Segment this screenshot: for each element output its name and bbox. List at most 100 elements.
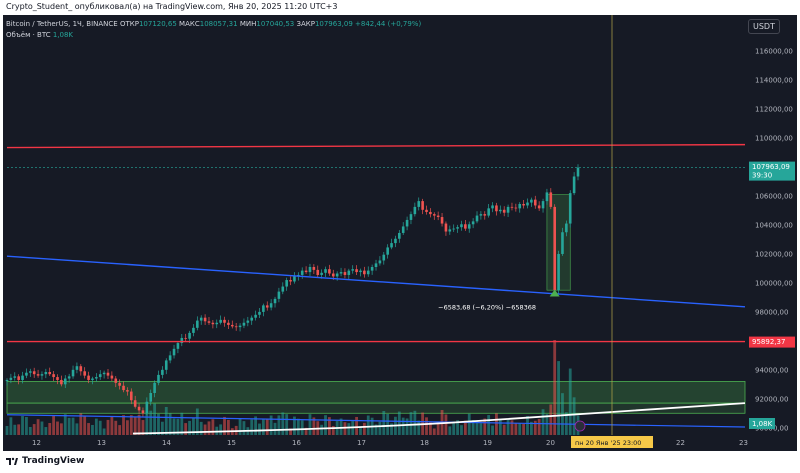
candle-body (510, 206, 514, 208)
candle-body (83, 371, 86, 376)
candle-body (234, 326, 238, 328)
volume-bar (522, 423, 526, 435)
candle-body (211, 322, 215, 325)
crosshair-date-label: пн 20 Янв '25 23:00 (575, 439, 641, 447)
volume-bar (133, 416, 137, 435)
legend-low-label: МИН (239, 20, 257, 28)
candle-body (122, 385, 125, 391)
candle-body (188, 332, 191, 339)
footer-brand: TradingView (6, 456, 84, 466)
volume-bar (460, 425, 463, 435)
candle-body (530, 199, 533, 203)
volume-bar (17, 424, 21, 435)
candle-body (328, 269, 331, 274)
candle-body (52, 374, 55, 378)
candle-body (161, 369, 164, 375)
candle-body (568, 193, 572, 224)
candle-body (495, 205, 498, 212)
volume-bar (355, 416, 358, 435)
candle-body (250, 317, 254, 321)
candle-body (398, 232, 401, 239)
volume-bar (141, 420, 145, 435)
lightning-icon (574, 420, 586, 432)
candle-body (71, 369, 75, 377)
candle-body (153, 382, 156, 393)
volume-bar (436, 422, 440, 435)
candle-body (40, 374, 44, 376)
candle-body (374, 263, 378, 267)
candle-body (75, 366, 79, 370)
volume-bar (374, 424, 378, 435)
volume-label-box (749, 418, 775, 429)
candle-body (440, 217, 444, 224)
volume-bar (285, 414, 289, 435)
candle-body (405, 219, 409, 227)
tradingview-logo-icon (6, 457, 18, 465)
y-tick-label: 104000,00 (755, 222, 793, 230)
legend-volume: Объём · BTC 1,08K (6, 31, 73, 39)
candle-body (215, 322, 219, 325)
legend-symbol: Bitcoin / TetherUS, 1Ч, BINANCE (6, 20, 118, 28)
candle-body (180, 337, 184, 344)
measure-label: −6583,68 (−6,20%) −658368 (438, 304, 536, 312)
volume-bar (28, 426, 32, 435)
candle-body (448, 229, 452, 232)
volume-bar (52, 416, 56, 435)
green-zone-lower (6, 402, 746, 414)
candle-body (13, 376, 17, 378)
candle-body (390, 243, 393, 248)
last-price-box (749, 161, 795, 181)
legend-ohlc: Bitcoin / TetherUS, 1Ч, BINANCE ОТКР1071… (6, 20, 421, 28)
volume-bar (40, 421, 44, 435)
volume-bar (413, 410, 417, 435)
candle-body (289, 280, 292, 282)
candle-body (499, 209, 502, 212)
volume-bar (238, 418, 242, 435)
volume-bar (467, 413, 471, 435)
legend-change: +842,44 (+0,79%) (355, 20, 422, 28)
volume-bar (207, 421, 211, 435)
page-caption: Crypto_Student_ опубликовал(а) на Tradin… (6, 2, 338, 11)
candle-body (91, 378, 94, 380)
volume-bar (91, 424, 94, 435)
legend-close-value: 107963,09 (314, 20, 353, 28)
price-chart[interactable]: −6583,68 (−6,20%) −658368 116000,00 114000… (3, 15, 797, 451)
candle-body (29, 371, 32, 373)
legend-close-label: ЗАКР (296, 20, 315, 28)
candle-body (254, 314, 257, 318)
x-tick-label: 16 (292, 439, 301, 447)
candle-body (110, 375, 114, 379)
volume-bar (491, 425, 494, 435)
chart-area[interactable]: −6583,68 (−6,20%) −658368 116000,00 114000… (3, 15, 797, 451)
volume-bar (479, 423, 483, 435)
volume-bar (359, 426, 362, 435)
candle-body (48, 372, 52, 375)
volume-bar (561, 393, 564, 435)
legend-low-value: 107040,53 (256, 20, 295, 28)
candle-body (242, 322, 246, 326)
volume-bar (343, 422, 347, 435)
volume-bar (223, 416, 226, 435)
volume-bar (456, 420, 459, 435)
candle-body (17, 376, 20, 380)
candle-body (79, 366, 83, 372)
volume-bar (59, 423, 63, 435)
legend-high-value: 108057,31 (199, 20, 238, 28)
candle-body (487, 208, 490, 216)
candle-body (464, 224, 467, 229)
volume-bar (300, 420, 304, 435)
x-tick-label: 14 (162, 439, 171, 447)
candle-body (382, 254, 386, 261)
currency-badge[interactable]: USDT (748, 19, 780, 34)
volume-bar (168, 413, 172, 435)
volume-bar (44, 427, 48, 435)
volume-bar (362, 422, 366, 435)
volume-bar (184, 423, 188, 435)
candle-body (425, 209, 428, 212)
candle-body (60, 379, 63, 385)
candle-body (409, 214, 413, 220)
y-tick-label: 92000,00 (755, 395, 788, 403)
volume-bar (13, 424, 17, 435)
volume-bar (533, 420, 537, 435)
volume-bar (129, 415, 133, 435)
